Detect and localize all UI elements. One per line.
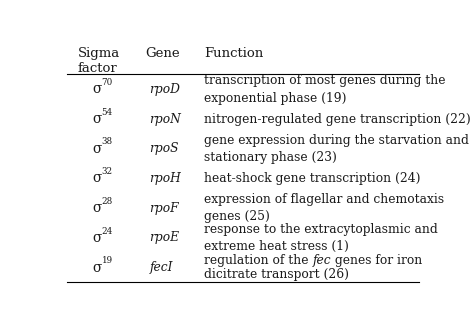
Text: genes for iron: genes for iron (331, 254, 423, 267)
Text: nitrogen-regulated gene transcription (22): nitrogen-regulated gene transcription (2… (204, 112, 471, 126)
Text: gene expression during the starvation and
stationary phase (23): gene expression during the starvation an… (204, 133, 469, 164)
Text: 70: 70 (101, 78, 113, 87)
Text: Function: Function (204, 47, 264, 60)
Text: σ: σ (92, 231, 101, 245)
Text: rpoD: rpoD (149, 83, 180, 96)
Text: heat-shock gene transcription (24): heat-shock gene transcription (24) (204, 172, 421, 185)
Text: fec: fec (313, 254, 331, 267)
Text: Sigma
factor: Sigma factor (78, 47, 120, 75)
Text: expression of flagellar and chemotaxis
genes (25): expression of flagellar and chemotaxis g… (204, 193, 445, 223)
Text: σ: σ (92, 171, 101, 185)
Text: Gene: Gene (146, 47, 180, 60)
Text: σ: σ (92, 82, 101, 96)
Text: rpoN: rpoN (149, 112, 181, 126)
Text: fecI: fecI (149, 261, 173, 274)
Text: σ: σ (92, 261, 101, 275)
Text: regulation of the: regulation of the (204, 254, 313, 267)
Text: 38: 38 (101, 137, 113, 146)
Text: rpoE: rpoE (149, 232, 179, 244)
Text: response to the extracytoplasmic and
extreme heat stress (1): response to the extracytoplasmic and ext… (204, 223, 438, 253)
Text: σ: σ (92, 112, 101, 126)
Text: rpoH: rpoH (149, 172, 181, 185)
Text: 32: 32 (101, 167, 113, 176)
Text: 28: 28 (101, 197, 113, 206)
Text: rpoF: rpoF (149, 202, 179, 215)
Text: transcription of most genes during the
exponential phase (19): transcription of most genes during the e… (204, 74, 446, 105)
Text: σ: σ (92, 142, 101, 156)
Text: σ: σ (92, 201, 101, 215)
Text: 19: 19 (101, 256, 113, 265)
Text: 24: 24 (101, 227, 113, 236)
Text: 54: 54 (101, 108, 113, 117)
Text: dicitrate transport (26): dicitrate transport (26) (204, 268, 349, 281)
Text: rpoS: rpoS (149, 142, 179, 155)
